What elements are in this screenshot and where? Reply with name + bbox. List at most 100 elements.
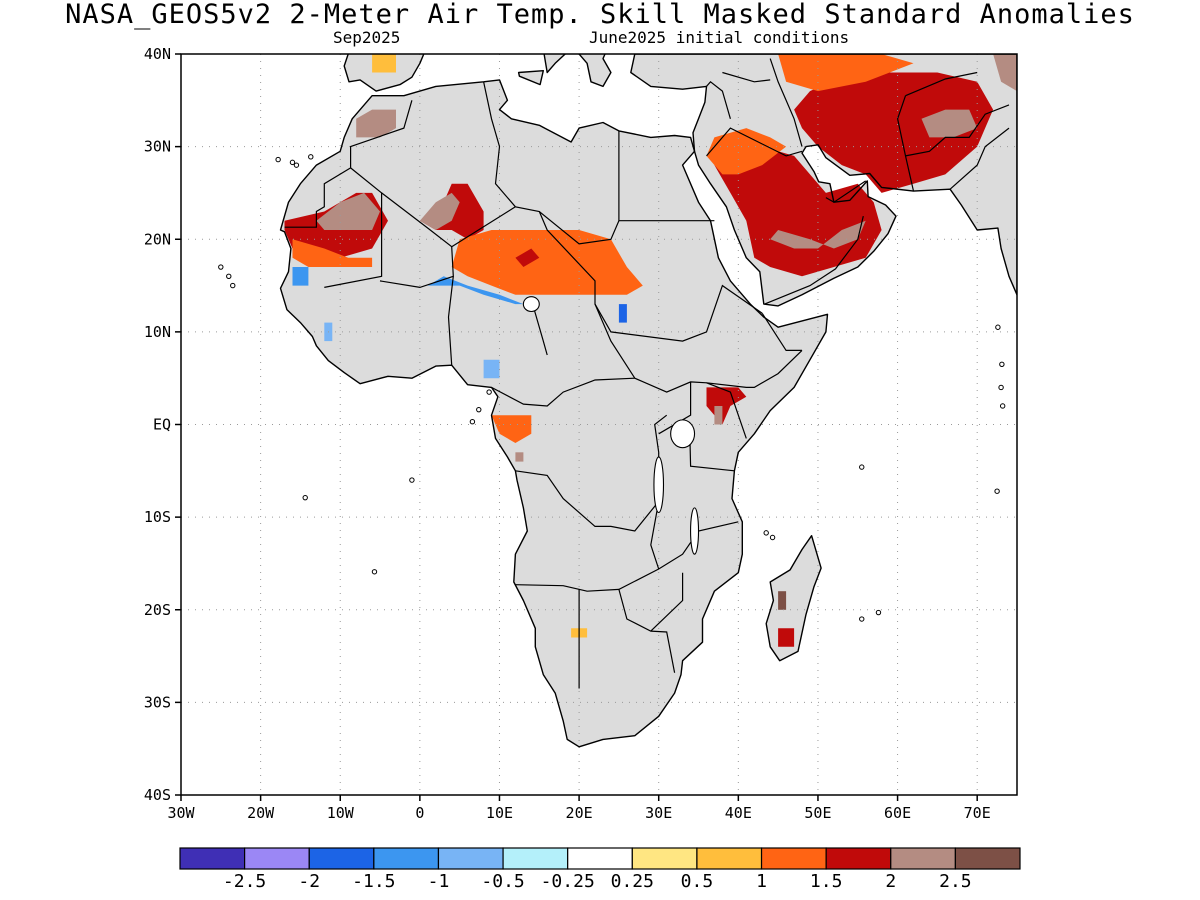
coastline (279, 79, 829, 748)
island (226, 273, 232, 279)
anomaly-region (618, 304, 627, 323)
country-border (949, 127, 1010, 190)
island (230, 282, 236, 289)
lon-tick-label: 40E (725, 804, 752, 822)
coastlines (218, 54, 1017, 748)
colorbar-label: -0.25 (541, 871, 595, 892)
coastline (630, 54, 1017, 307)
country-border (350, 100, 413, 168)
country-border (650, 572, 684, 632)
country-border (594, 284, 763, 342)
island (469, 419, 476, 425)
lon-tick-label: 10W (327, 804, 355, 822)
anomaly-region (491, 415, 532, 443)
country-border (825, 180, 867, 203)
island (763, 530, 769, 536)
land-mass (518, 70, 544, 85)
lat-tick-label: 10N (144, 323, 171, 341)
colorbar-label: -0.5 (481, 871, 524, 892)
colorbar-label: -2 (298, 871, 320, 892)
colorbar-swatch (567, 847, 633, 870)
country-border (764, 215, 864, 305)
country-border (284, 167, 351, 228)
island (275, 156, 281, 163)
country-border (769, 58, 803, 147)
country-border (324, 167, 383, 288)
colorbar-swatch (308, 847, 375, 870)
island (998, 384, 1004, 391)
island (999, 403, 1006, 409)
map-title: NASA_GEOS5v2 2-Meter Air Temp. Skill Mas… (65, 0, 1135, 30)
country-border (650, 501, 660, 570)
lat-tick-label: 40S (144, 786, 171, 804)
anomaly-region (372, 54, 396, 73)
lon-tick-label: 60E (884, 804, 911, 822)
island (995, 324, 1001, 330)
country-border (706, 382, 747, 439)
lake (653, 456, 665, 514)
colorbar-swatch (696, 847, 763, 870)
colorbar-label: 2 (885, 871, 896, 892)
anomaly-region (515, 452, 524, 462)
anomaly-region (419, 192, 460, 230)
coastline (343, 54, 425, 92)
lat-tick-label: 10S (144, 508, 171, 526)
colorbar-label: 1 (756, 871, 767, 892)
colorbar-label: -2.5 (223, 871, 266, 892)
island (769, 534, 776, 541)
country-border (761, 312, 802, 351)
lon-tick-label: 70E (964, 804, 991, 822)
colorbar-swatch (244, 847, 310, 870)
island (371, 569, 378, 575)
island (409, 477, 415, 483)
island (218, 264, 224, 270)
island (875, 609, 882, 616)
lake (670, 419, 696, 449)
anomaly-region (794, 72, 994, 193)
anomaly-region (292, 267, 309, 286)
island (293, 162, 300, 168)
lat-tick-label: 30N (144, 138, 171, 156)
lat-tick-label: 40N (144, 45, 171, 63)
lon-tick-label: 10E (486, 804, 513, 822)
anomaly-region (993, 54, 1017, 92)
country-border (896, 95, 915, 192)
lon-tick-label: 30E (645, 804, 672, 822)
island (486, 389, 492, 395)
anomaly-region (356, 109, 396, 138)
country-border (905, 71, 978, 97)
anomaly-region (316, 192, 380, 230)
colorbar-label: 1.5 (810, 871, 843, 892)
initial-conditions: June2025 initial conditions (589, 28, 850, 47)
island (859, 464, 865, 470)
lon-tick-label: 50E (804, 804, 831, 822)
colorbar-label: -1 (428, 871, 450, 892)
island (999, 361, 1005, 367)
anomaly-region (427, 276, 524, 305)
colorbar-label: 0.25 (611, 871, 654, 892)
colorbar: -2.5 -2 -1.5 -1 -0.5 -0.25 0.25 0.5 1 1.5 2 2.5 (179, 847, 1021, 892)
lake (690, 507, 700, 555)
colorbar-swatch (502, 847, 569, 870)
country-border (530, 299, 548, 356)
anomaly-region (921, 109, 978, 138)
anomaly-region (706, 128, 787, 175)
anomaly-region (770, 220, 866, 249)
colorbar-swatch (890, 847, 956, 870)
colorbar-swatch (179, 847, 246, 870)
colorbar-label: -1.5 (352, 871, 395, 892)
island (302, 494, 308, 501)
island (859, 616, 865, 622)
country-border (706, 80, 731, 119)
country-border (515, 414, 668, 532)
country-border (538, 211, 803, 393)
anomaly-region (778, 54, 914, 92)
country-border (658, 381, 692, 435)
country-border (905, 104, 1010, 157)
colorbar-swatch (373, 847, 440, 870)
island (994, 488, 1000, 494)
lake (522, 296, 540, 313)
lon-tick-label: 30W (167, 804, 195, 822)
anomaly-region (778, 591, 787, 610)
